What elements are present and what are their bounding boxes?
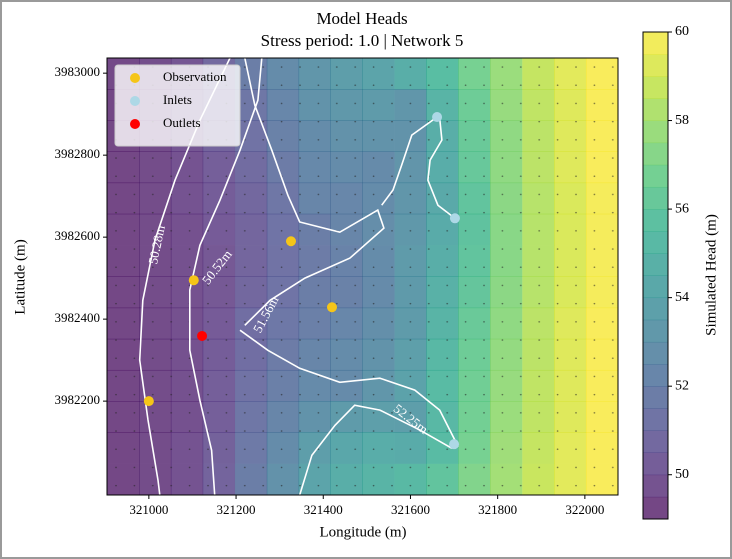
point bbox=[188, 275, 199, 286]
colorbar-band bbox=[643, 120, 668, 144]
colorbar-band bbox=[643, 54, 668, 77]
colorbar-band bbox=[643, 186, 668, 210]
colorbar-band bbox=[643, 364, 668, 387]
colorbar-tick-label: 50 bbox=[675, 467, 689, 482]
legend-label: Inlets bbox=[163, 92, 192, 107]
colorbar-band bbox=[643, 452, 668, 476]
colorbar-label: Simulated Head (m) bbox=[703, 214, 719, 336]
colorbar-band bbox=[643, 32, 668, 55]
colorbar-band bbox=[643, 209, 668, 232]
contour-line bbox=[189, 58, 263, 495]
legend-marker bbox=[130, 119, 140, 129]
x-tick-label: 321200 bbox=[217, 502, 256, 517]
point bbox=[285, 236, 296, 247]
x-tick-label: 321400 bbox=[304, 502, 343, 517]
colorbar-tick-label: 54 bbox=[675, 290, 689, 305]
colorbar-band bbox=[643, 496, 668, 520]
colorbar: 50 52 54 56 58 60 bbox=[642, 24, 689, 520]
point bbox=[197, 330, 208, 341]
legend-label: Outlets bbox=[163, 115, 201, 130]
x-tick-label: 322000 bbox=[565, 502, 604, 517]
colorbar-band bbox=[643, 408, 668, 431]
contour-line bbox=[239, 329, 459, 495]
colorbar-tick-label: 60 bbox=[675, 24, 689, 39]
point bbox=[449, 439, 460, 450]
legend-label: Observation bbox=[163, 69, 227, 84]
y-tick-label: 3982600 bbox=[55, 228, 101, 243]
point bbox=[326, 302, 337, 313]
colorbar-tick-label: 58 bbox=[675, 113, 689, 128]
plot-frame bbox=[106, 57, 619, 496]
point bbox=[432, 112, 443, 123]
colorbar-band bbox=[643, 253, 668, 276]
colorbar-band bbox=[643, 297, 668, 321]
x-tick-label: 321000 bbox=[129, 502, 168, 517]
colorbar-band bbox=[643, 430, 668, 453]
colorbar-band bbox=[643, 386, 668, 409]
y-tick-label: 3982200 bbox=[55, 392, 101, 407]
point bbox=[449, 213, 460, 224]
legend-box bbox=[114, 64, 241, 147]
contour-line bbox=[244, 58, 456, 326]
colorbar-band bbox=[643, 341, 668, 365]
x-tick-label: 321600 bbox=[391, 502, 430, 517]
colorbar-band bbox=[643, 76, 668, 99]
y-axis-label: Latitude (m) bbox=[12, 239, 28, 314]
legend-marker bbox=[130, 73, 140, 83]
colorbar-band bbox=[643, 474, 668, 498]
axes: 321000 321200 321400 321600 321800 322000 3982… bbox=[55, 64, 605, 517]
point bbox=[143, 396, 154, 407]
colorbar-tick-label: 52 bbox=[675, 378, 689, 393]
y-tick-label: 3982400 bbox=[55, 310, 101, 325]
y-tick-label: 3982800 bbox=[55, 146, 101, 161]
chart-title: Model Heads bbox=[316, 9, 407, 28]
colorbar-band bbox=[643, 164, 668, 188]
colorbar-band bbox=[643, 319, 668, 343]
x-axis-label: Longitude (m) bbox=[319, 524, 406, 540]
colorbar-frame bbox=[642, 31, 669, 520]
colorbar-band bbox=[643, 98, 668, 121]
colorbar-band bbox=[643, 275, 668, 299]
chart-subtitle: Stress period: 1.0 | Network 5 bbox=[261, 31, 464, 50]
colorbar-band bbox=[643, 142, 668, 166]
x-tick-label: 321800 bbox=[478, 502, 517, 517]
legend: Observation Inlets Outlets bbox=[114, 64, 241, 147]
colorbar-tick-label: 56 bbox=[675, 201, 689, 216]
colorbar-band bbox=[643, 231, 668, 254]
y-tick-label: 3983000 bbox=[55, 64, 101, 79]
legend-marker bbox=[130, 96, 140, 106]
